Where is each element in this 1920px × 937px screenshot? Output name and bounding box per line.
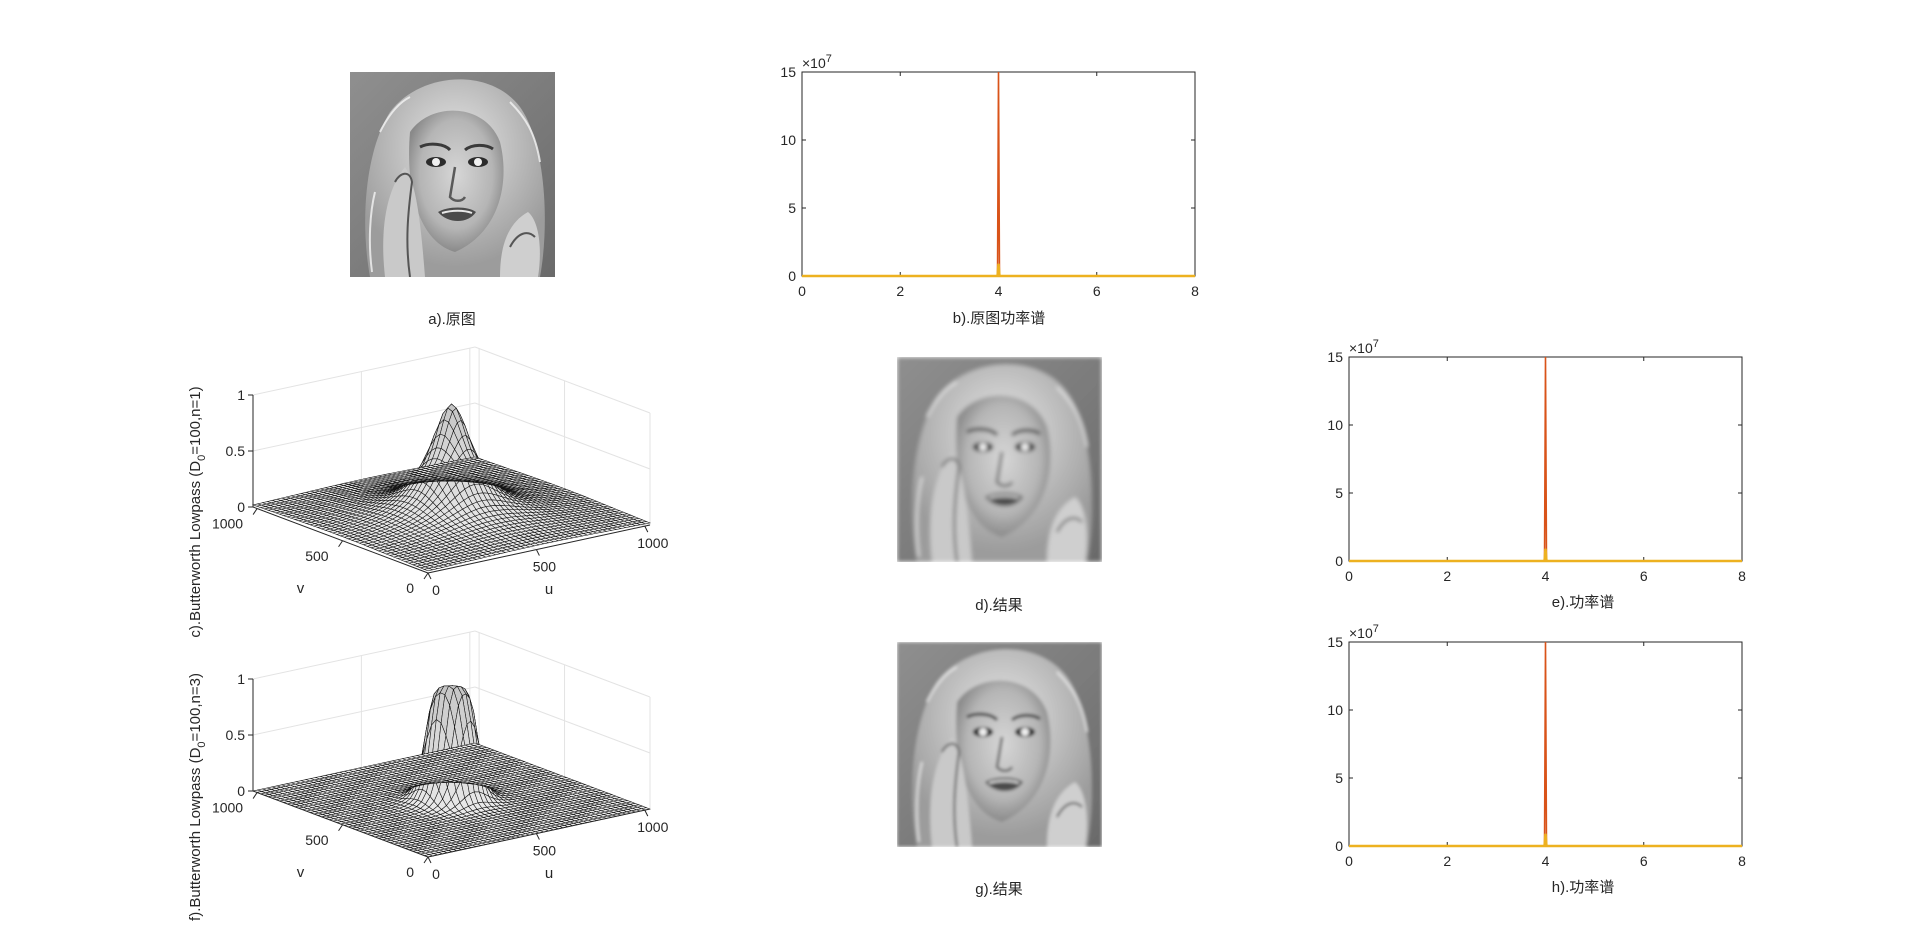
result-image-d <box>897 357 1102 562</box>
y-tick-label: 10 <box>1327 702 1343 718</box>
x-tick-label: 8 <box>1191 283 1199 299</box>
u-tick-label: 500 <box>533 559 557 575</box>
z-tick-label: 0 <box>237 783 245 799</box>
u-tick <box>535 549 540 556</box>
u-tick <box>644 809 649 817</box>
v-axis <box>252 506 429 574</box>
x-tick-label: 6 <box>1640 853 1648 869</box>
x-tick-label: 4 <box>1542 568 1550 584</box>
v-tick <box>338 824 343 832</box>
back-grid-z <box>252 630 476 680</box>
v-tick <box>423 856 429 864</box>
v-axis-label: v <box>297 864 305 881</box>
x-tick-label: 2 <box>1443 568 1451 584</box>
u-tick <box>535 833 540 840</box>
result-image-g <box>897 642 1102 847</box>
y-tick-label: 0 <box>788 268 796 284</box>
x-tick-label: 0 <box>1345 853 1353 869</box>
y-tick-label: 0 <box>1335 553 1343 569</box>
original-image <box>350 72 555 277</box>
caption-e: e).功率谱 <box>1552 594 1615 611</box>
u-tick-label: 0 <box>432 866 440 882</box>
back-grid-z <box>474 346 651 414</box>
u-tick-label: 1000 <box>637 535 668 551</box>
y-tick-label: 0 <box>1335 838 1343 854</box>
u-axis <box>427 524 651 574</box>
u-tick <box>427 572 432 580</box>
x-tick-label: 0 <box>798 283 806 299</box>
power-spectrum-plot-h: 0 2 4 6 8 0 5 10 15 ×107 <box>1327 623 1746 869</box>
x-tick-label: 8 <box>1738 853 1746 869</box>
surface-title: c).Butterworth Lowpass (D0=100,n=1) <box>187 386 208 637</box>
v-axis-label: v <box>297 580 305 597</box>
z-tick-label: 1 <box>237 671 245 687</box>
x-tick-label: 2 <box>896 283 904 299</box>
v-tick-label: 1000 <box>212 516 243 532</box>
x-tick-label: 4 <box>1542 853 1550 869</box>
u-axis-label: u <box>545 581 553 598</box>
u-tick <box>644 525 649 533</box>
x-tick-label: 0 <box>1345 568 1353 584</box>
u-tick-label: 0 <box>432 582 440 598</box>
caption-d: d).结果 <box>975 597 1023 614</box>
z-tick-label: 1 <box>237 387 245 403</box>
back-grid-z <box>252 346 476 396</box>
y-tick-label: 10 <box>780 132 796 148</box>
v-tick-label: 1000 <box>212 800 243 816</box>
result-image-panel-d: d).结果 <box>897 357 1102 614</box>
power-spectrum-plot-b: 0 2 4 6 8 0 5 10 15 ×107 <box>780 53 1199 299</box>
surface-title: f).Butterworth Lowpass (D0=100,n=3) <box>187 673 208 921</box>
z-tick-label: 0.5 <box>226 727 246 743</box>
x-tick-label: 4 <box>995 283 1003 299</box>
v-tick-label: 500 <box>305 832 329 848</box>
v-tick-label: 0 <box>406 580 414 596</box>
y-exponent-label: ×107 <box>802 53 832 71</box>
series-line-2 <box>802 263 1195 278</box>
power-spectrum-plot-e: 0 2 4 6 8 0 5 10 15 ×107 <box>1327 338 1746 584</box>
y-tick-label: 5 <box>1335 485 1343 501</box>
v-tick-label: 500 <box>305 548 329 564</box>
x-tick-label: 6 <box>1640 568 1648 584</box>
u-tick-label: 500 <box>533 843 557 859</box>
x-tick-label: 8 <box>1738 568 1746 584</box>
y-tick-label: 15 <box>1327 634 1343 650</box>
y-tick-label: 10 <box>1327 417 1343 433</box>
caption-b: b).原图功率谱 <box>953 310 1046 327</box>
caption-a: a).原图 <box>428 311 476 328</box>
x-tick-label: 6 <box>1093 283 1101 299</box>
caption-h: h).功率谱 <box>1552 879 1615 896</box>
series-line-2 <box>1349 833 1742 848</box>
caption-g: g).结果 <box>975 881 1023 898</box>
back-grid-z <box>474 686 651 754</box>
v-tick-label: 0 <box>406 864 414 880</box>
u-tick <box>427 856 432 864</box>
series-line-2 <box>1349 548 1742 563</box>
u-axis-label: u <box>545 865 553 882</box>
original-image-panel: a).原图 <box>350 72 555 328</box>
y-tick-label: 15 <box>780 64 796 80</box>
back-grid-z <box>252 402 476 452</box>
y-exponent-label: ×107 <box>1349 623 1379 641</box>
y-tick-label: 15 <box>1327 349 1343 365</box>
v-tick <box>252 792 258 799</box>
back-grid-z <box>474 402 651 470</box>
y-tick-label: 5 <box>788 200 796 216</box>
v-tick <box>423 572 429 580</box>
v-tick <box>252 508 258 515</box>
y-exponent-label: ×107 <box>1349 338 1379 356</box>
u-tick-label: 1000 <box>637 819 668 835</box>
x-tick-label: 2 <box>1443 853 1451 869</box>
z-tick-label: 0.5 <box>226 443 246 459</box>
result-image-panel-g: g).结果 <box>897 642 1102 898</box>
v-tick <box>338 540 343 548</box>
y-tick-label: 5 <box>1335 770 1343 786</box>
z-tick-label: 0 <box>237 499 245 515</box>
back-grid-z <box>474 630 651 698</box>
surface-face <box>469 456 480 460</box>
